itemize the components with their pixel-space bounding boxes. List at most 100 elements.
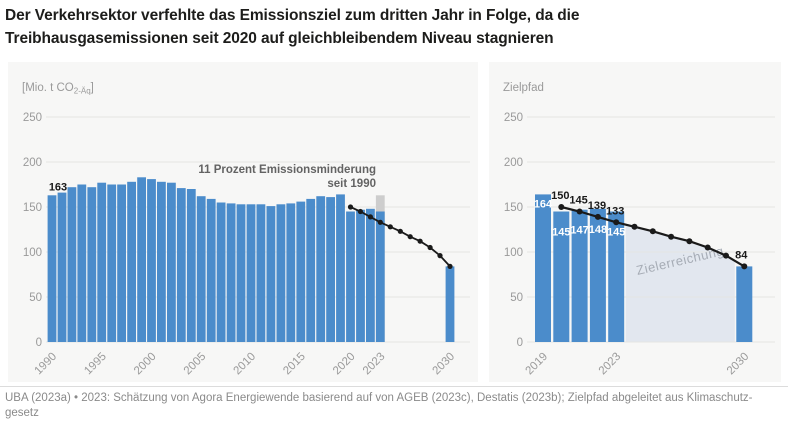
page-title: Der Verkehrsektor verfehlte das Emission… <box>5 4 580 50</box>
y-tick-label: 0 <box>36 337 42 349</box>
zielpfad-point-2020 <box>558 204 565 210</box>
bar-2019 <box>336 194 345 342</box>
title-line-2: Treibhausgasemissionen seit 2020 auf gle… <box>5 30 554 47</box>
y-tick-label: 250 <box>23 112 42 124</box>
bar-1999 <box>137 177 146 342</box>
bar-2023 <box>608 211 625 342</box>
bar-2023 <box>375 211 385 342</box>
zielpfad-point-2027 <box>417 238 423 244</box>
emissions-history-chart: [Mio. t CO2-Äq] 0 50 100 150 200 250 163 11 Proz… <box>22 82 470 378</box>
annotation-line-1: 11 Prozent Emissionsminderung <box>198 164 376 176</box>
bar-2021 <box>571 209 588 342</box>
y-tick-label: 250 <box>504 112 523 124</box>
zielpfad-point-2024 <box>387 224 393 230</box>
y-tick-label: 0 <box>517 337 523 349</box>
bar-2014 <box>286 203 296 342</box>
zielpfad-point-2022 <box>594 213 601 220</box>
x-tick-label-2020: 2020 <box>331 351 358 378</box>
zielpfad-point-2028 <box>427 244 433 251</box>
y-tick-label: 150 <box>504 202 523 214</box>
bar-2030 <box>736 266 753 342</box>
bar-2005 <box>196 196 206 342</box>
bar-inner-label-2022: 148 <box>589 224 607 236</box>
zielpfad-point-2026 <box>407 234 413 240</box>
bar-2008 <box>226 203 236 342</box>
y-tick-label: 50 <box>510 292 523 304</box>
x-tick-label-2015: 2015 <box>281 351 308 378</box>
bar-2000 <box>147 179 156 342</box>
zielpfad-point-2028 <box>704 244 711 251</box>
zielpfad-value-label-2030: 84 <box>735 249 748 261</box>
zielpfad-value-label-2022: 139 <box>588 200 606 212</box>
bar-2004 <box>186 189 196 342</box>
bar-inner-label-2023: 145 <box>607 227 625 239</box>
bar-2016 <box>306 198 316 342</box>
bar-1992 <box>67 187 77 342</box>
bar-1997 <box>117 184 126 342</box>
bar-1990 <box>47 195 57 342</box>
x-tick-label-2030: 2030 <box>431 351 458 378</box>
zielpfad-value-label-2021: 145 <box>569 195 587 207</box>
zielpfad-point-2024 <box>631 223 638 230</box>
zielpfad-chart: Zielpfad050100150200250Zielerreichung164… <box>503 82 775 378</box>
y-tick-label: 150 <box>23 202 42 214</box>
y-tick-label: 100 <box>23 247 42 259</box>
bar-1993 <box>77 184 87 342</box>
bar-2012 <box>266 206 276 342</box>
source-line-2: gesetz <box>5 407 39 419</box>
y-axis-unit-label: [Mio. t CO2-Äq] <box>22 82 94 96</box>
bar-2020 <box>553 211 570 342</box>
zielpfad-point-2025 <box>649 228 656 235</box>
zielpfad-point-2023 <box>377 219 383 225</box>
zielpfad-point-2029 <box>437 253 443 259</box>
zielerreichung-area <box>625 224 735 342</box>
bar-2001 <box>157 181 166 342</box>
bar-1994 <box>87 187 97 342</box>
zielpfad-point-2027 <box>686 238 693 245</box>
bar-1995 <box>97 182 107 342</box>
y-tick-label: 200 <box>23 157 42 169</box>
bar-2009 <box>236 204 246 342</box>
bar-inner-label-2019: 164 <box>534 198 553 210</box>
divider-line <box>0 386 788 387</box>
zielpfad-line <box>350 206 451 268</box>
x-tick-label-2023: 2023 <box>361 351 388 378</box>
x-tick-label-2023: 2023 <box>597 351 624 378</box>
bar-1996 <box>107 184 117 342</box>
bar-2022 <box>589 208 606 342</box>
zielpfad-point-2030 <box>741 263 748 270</box>
x-tick-label-2010: 2010 <box>232 351 259 378</box>
bar-2019 <box>535 194 551 342</box>
y-tick-label: 200 <box>504 157 523 169</box>
zielpfad-point-2030 <box>447 263 453 269</box>
source-note: UBA (2023a) • 2023: Schätzung von Agora … <box>5 391 753 421</box>
bar-2010 <box>246 204 256 342</box>
zielpfad-point-2026 <box>668 233 675 240</box>
bar-1991 <box>57 192 67 342</box>
bar-inner-label-2021: 147 <box>570 225 588 237</box>
zielpfad-point-2023 <box>613 219 620 226</box>
title-line-1: Der Verkehrsektor verfehlte das Emission… <box>5 7 580 24</box>
annotation-line-2: seit 1990 <box>327 178 376 190</box>
zielpfad-value-label-2020: 150 <box>551 190 569 202</box>
x-tick-label-1990: 1990 <box>33 351 60 378</box>
bar-2017 <box>316 196 326 342</box>
bar-2018 <box>326 197 335 342</box>
bar-2022 <box>366 208 375 342</box>
bar-2021 <box>356 209 365 342</box>
bar-2030 <box>445 266 455 342</box>
bar-2003 <box>176 188 186 342</box>
zielpfad-point-2029 <box>723 252 729 259</box>
y-tick-label: 50 <box>29 292 42 304</box>
bar-2002 <box>167 182 176 342</box>
bar-2006 <box>206 198 216 342</box>
panel-title: Zielpfad <box>503 82 544 94</box>
bar-2013 <box>276 204 286 342</box>
bar-inner-label-2020: 145 <box>552 227 570 239</box>
zielpfad-value-label-2023: 133 <box>606 205 624 217</box>
bar-2011 <box>256 204 266 342</box>
zielpfad-point-2021 <box>576 208 583 215</box>
zielpfad-point-2025 <box>397 228 403 234</box>
zielpfad-point-2022 <box>367 214 373 220</box>
